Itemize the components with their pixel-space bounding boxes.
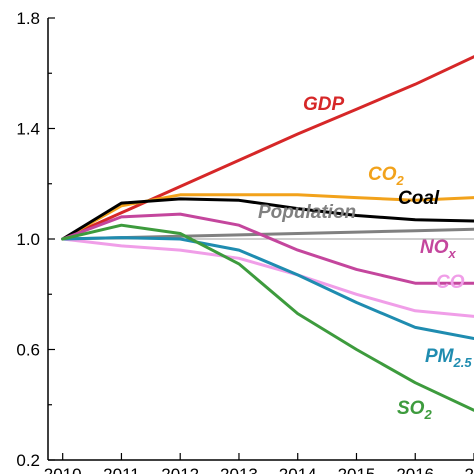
series-line-nox — [61, 212, 474, 285]
series-line-gdp — [61, 55, 474, 241]
series-label-population: Population — [258, 202, 356, 223]
x-tick-label: 2016 — [396, 465, 434, 474]
series-label-nox: NOx — [420, 237, 457, 261]
series-line-coal — [61, 197, 474, 241]
y-tick-label: 0.6 — [16, 341, 40, 360]
series-line-co — [61, 237, 474, 318]
x-tick-label: 2011 — [103, 465, 140, 474]
series-label-co2: CO2 — [368, 164, 405, 188]
x-tick-label: 2015 — [338, 465, 376, 474]
series-label-co: CO — [436, 272, 465, 293]
x-tick-label: 2014 — [279, 465, 317, 474]
series-lines — [61, 55, 474, 412]
series-label-pm2-5: PM2.5 — [425, 346, 472, 370]
x-tick-label: 20 — [465, 465, 474, 474]
series-label-gdp: GDP — [303, 94, 345, 115]
y-tick-label: 1.0 — [16, 230, 40, 249]
series-line-co2 — [61, 193, 474, 241]
x-tick-label: 2013 — [220, 465, 258, 474]
y-tick-label: 0.2 — [16, 451, 40, 470]
y-tick-label: 1.4 — [16, 120, 40, 139]
axes: 0.2 0.6 1.0 1.4 1.8 2010 2011 2012 2013 2014 2015 2… — [16, 9, 474, 474]
x-tick-label: 2010 — [44, 465, 82, 474]
x-tick-label: 2012 — [161, 465, 199, 474]
y-tick-label: 1.8 — [16, 9, 40, 28]
series-line-pm2-5 — [61, 236, 474, 340]
series-label-coal: Coal — [398, 188, 440, 209]
series-line-so2 — [61, 223, 474, 412]
series-label-so2: SO2 — [397, 398, 432, 422]
